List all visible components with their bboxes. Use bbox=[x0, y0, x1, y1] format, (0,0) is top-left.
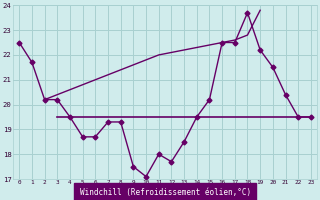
X-axis label: Windchill (Refroidissement éolien,°C): Windchill (Refroidissement éolien,°C) bbox=[79, 188, 251, 197]
